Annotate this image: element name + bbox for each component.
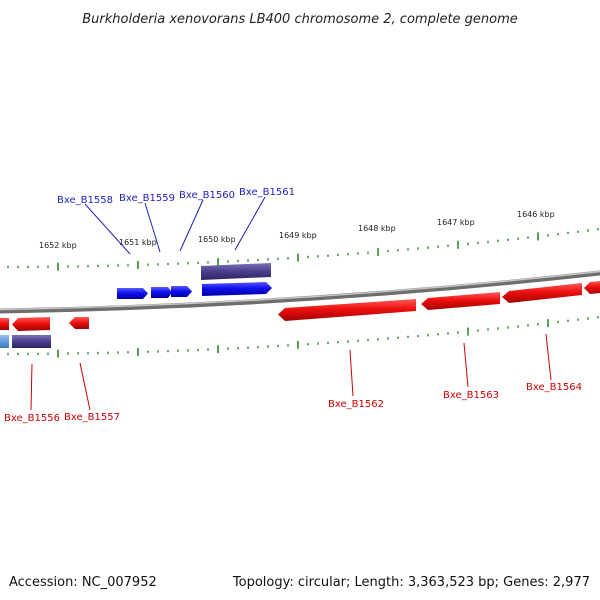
- leader-bxe-b1561: [234, 196, 266, 251]
- leader-bxe-b1562: [349, 349, 354, 397]
- gene-bxe-b1561[interactable]: [202, 282, 272, 296]
- leader-bxe-b1560: [179, 199, 204, 252]
- kbp-label-1648: 1648 kbp: [358, 224, 396, 233]
- leader-bxe-b1556: [30, 363, 33, 411]
- gene-bxe-b1558[interactable]: [117, 288, 148, 299]
- leader-bxe-b1564: [545, 333, 552, 381]
- gene-bxe-b1556[interactable]: [12, 317, 50, 331]
- gene-label-bxe-b1560[interactable]: Bxe_B1560: [179, 190, 235, 201]
- topology-text: Topology: circular; Length: 3,363,523 bp…: [232, 575, 590, 590]
- gene-next-right[interactable]: [584, 281, 600, 294]
- gene-label-bxe-b1557[interactable]: Bxe_B1557: [64, 412, 120, 423]
- gene-label-bxe-b1562[interactable]: Bxe_B1562: [328, 399, 384, 410]
- leader-bxe-b1563: [463, 342, 469, 388]
- genome-backbone: [0, 270, 600, 314]
- accession-text: Accession: NC_007952: [9, 575, 157, 590]
- kbp-ticks-bottom: [7, 316, 599, 358]
- kbp-label-1652: 1652 kbp: [39, 241, 77, 250]
- leader-bxe-b1557: [79, 362, 91, 411]
- kbp-label-1650: 1650 kbp: [198, 235, 236, 244]
- gene-bxe-b1560[interactable]: [171, 286, 192, 297]
- gene-label-bxe-b1559[interactable]: Bxe_B1559: [119, 193, 175, 204]
- kbp-label-1651: 1651 kbp: [119, 238, 157, 247]
- genome-backbone-highlight: [0, 270, 600, 311]
- gene-label-bxe-b1561[interactable]: Bxe_B1561: [239, 187, 295, 198]
- map-title: Burkholderia xenovorans LB400 chromosome…: [82, 12, 518, 27]
- gene-bxe-b1557[interactable]: [69, 317, 89, 329]
- kbp-label-1646: 1646 kbp: [517, 210, 555, 219]
- kbp-label-1649: 1649 kbp: [279, 231, 317, 240]
- gene-label-bxe-b1563[interactable]: Bxe_B1563: [443, 390, 499, 401]
- feature-purple-left[interactable]: [12, 335, 51, 348]
- feature-lightblue-left[interactable]: [0, 335, 9, 348]
- leader-bxe-b1558: [84, 203, 131, 255]
- kbp-ticks-top: [7, 228, 599, 271]
- gene-bxe-b1563[interactable]: [421, 292, 500, 310]
- gene-label-bxe-b1564[interactable]: Bxe_B1564: [526, 382, 582, 393]
- gene-bxe-b1559[interactable]: [151, 287, 172, 298]
- leader-bxe-b1559: [144, 202, 161, 253]
- feature-purple-top[interactable]: [201, 263, 271, 280]
- gene-bxe-b1556-part[interactable]: [0, 318, 9, 330]
- gene-bxe-b1562[interactable]: [278, 299, 416, 321]
- gene-label-bxe-b1558[interactable]: Bxe_B1558: [57, 195, 113, 206]
- gene-bxe-b1564[interactable]: [502, 283, 582, 303]
- kbp-label-1647: 1647 kbp: [437, 218, 475, 227]
- gene-label-bxe-b1556[interactable]: Bxe_B1556: [4, 413, 60, 424]
